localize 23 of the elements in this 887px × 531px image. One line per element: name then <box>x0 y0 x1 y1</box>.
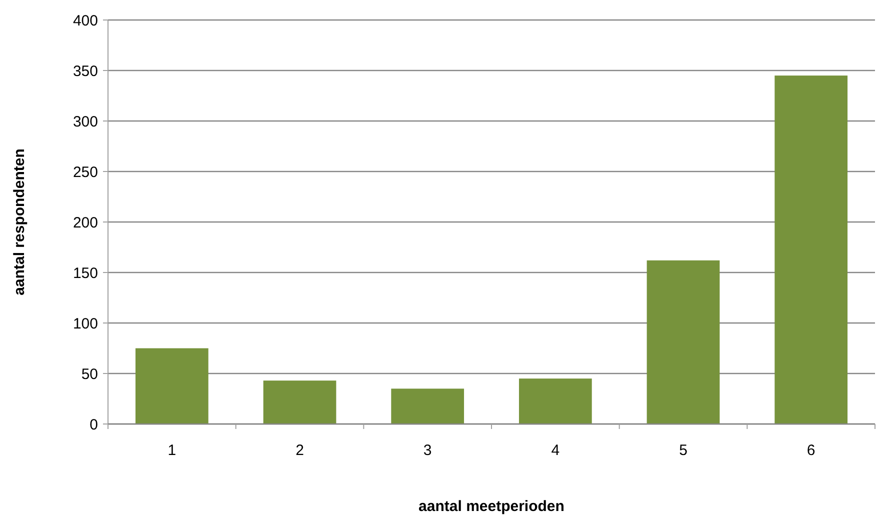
bar <box>391 388 464 424</box>
bar <box>518 378 592 424</box>
y-tick-label: 200 <box>72 214 98 232</box>
y-tick-label: 100 <box>72 315 98 332</box>
x-tick-label: 3 <box>423 442 432 459</box>
bar <box>135 348 208 424</box>
y-tick-label: 400 <box>72 12 98 30</box>
x-tick-label: 2 <box>296 442 304 459</box>
y-tick-label: 50 <box>81 366 98 383</box>
y-tick-label: 0 <box>90 416 98 434</box>
y-tick-label: 350 <box>72 62 98 80</box>
x-tick-label: 4 <box>551 442 560 459</box>
bar <box>774 76 848 424</box>
y-tick-label: 250 <box>72 164 98 181</box>
y-tick-label: 300 <box>72 113 98 130</box>
y-tick-label: 150 <box>72 264 98 282</box>
y-axis-title: aantal respondenten <box>11 148 28 296</box>
bar <box>646 260 720 424</box>
x-tick-label: 5 <box>679 442 688 459</box>
x-tick-label: 1 <box>168 442 176 459</box>
bar <box>263 380 336 424</box>
x-tick-label: 6 <box>806 442 816 459</box>
x-axis-title: aantal meetperioden <box>418 498 564 515</box>
